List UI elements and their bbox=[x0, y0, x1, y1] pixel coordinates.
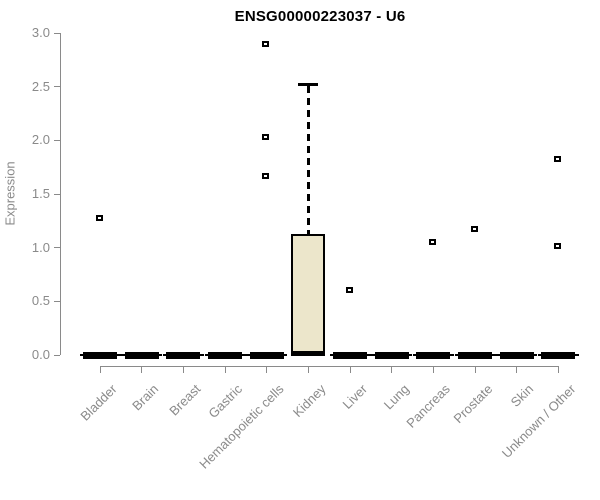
x-tick-label-gastric: Gastric bbox=[205, 381, 245, 422]
box-kidney-body bbox=[291, 233, 326, 355]
y-tick bbox=[54, 32, 60, 34]
box-hematopoietic-cells-body bbox=[249, 351, 284, 359]
x-tick bbox=[182, 366, 184, 373]
box-kidney-whisker-cap bbox=[298, 83, 319, 87]
box-lung-body bbox=[374, 351, 409, 359]
box-hematopoietic-cells-outlier-point-1 bbox=[262, 134, 270, 141]
x-tick-label-breast: Breast bbox=[166, 381, 204, 419]
box-breast-body bbox=[166, 351, 201, 359]
y-tick-label: 2.0 bbox=[31, 132, 50, 148]
x-tick-label-hematopoietic-cells: Hematopoietic cells bbox=[196, 381, 287, 472]
x-tick bbox=[474, 366, 476, 373]
box-hematopoietic-cells-outlier-point-0 bbox=[262, 172, 270, 179]
x-axis-line bbox=[99, 366, 559, 367]
x-tick bbox=[391, 366, 393, 373]
x-tick bbox=[99, 366, 101, 373]
box-skin-body bbox=[499, 351, 534, 359]
x-tick bbox=[557, 366, 559, 373]
box-gastric-body bbox=[208, 351, 242, 359]
y-tick bbox=[54, 247, 60, 249]
y-tick-label: 1.5 bbox=[31, 186, 50, 201]
y-tick bbox=[54, 139, 60, 141]
box-prostate-outlier-point-0 bbox=[470, 226, 478, 233]
x-tick-label-lung: Lung bbox=[380, 381, 412, 413]
x-tick bbox=[224, 366, 226, 373]
box-kidney-whisker bbox=[306, 85, 310, 234]
box-bladder-body bbox=[83, 351, 117, 359]
y-tick bbox=[54, 300, 60, 302]
y-tick bbox=[54, 86, 60, 88]
y-axis-line bbox=[60, 33, 61, 355]
x-tick-label-liver: Liver bbox=[339, 381, 370, 412]
box-pancreas-outlier-point-0 bbox=[428, 239, 436, 246]
x-tick bbox=[141, 366, 143, 373]
box-bladder-outlier-point-0 bbox=[95, 214, 103, 221]
x-tick-label-skin: Skin bbox=[508, 381, 537, 410]
x-tick bbox=[432, 366, 434, 373]
y-tick-label: 2.5 bbox=[31, 78, 50, 94]
x-tick-label-prostate: Prostate bbox=[450, 381, 495, 427]
x-tick bbox=[266, 366, 268, 373]
box-liver-body bbox=[333, 351, 368, 359]
y-tick-label: 1.0 bbox=[31, 239, 50, 255]
x-tick bbox=[516, 366, 518, 373]
y-tick-label: 0.5 bbox=[31, 293, 50, 309]
box-prostate-body bbox=[458, 351, 493, 359]
box-unknown-other-outlier-point-1 bbox=[553, 155, 561, 162]
box-unknown-other-body bbox=[541, 351, 576, 359]
box-unknown-other-outlier-point-0 bbox=[553, 242, 561, 249]
box-kidney-median bbox=[291, 350, 326, 356]
box-brain-body bbox=[124, 351, 159, 359]
x-tick bbox=[307, 366, 309, 373]
x-tick-label-brain: Brain bbox=[129, 381, 162, 414]
y-tick bbox=[54, 354, 60, 356]
box-pancreas-body bbox=[416, 351, 451, 359]
x-tick bbox=[349, 366, 351, 373]
y-tick-label: 3.0 bbox=[31, 25, 50, 40]
x-tick-label-pancreas: Pancreas bbox=[403, 381, 454, 431]
box-liver-outlier-point-0 bbox=[345, 286, 353, 293]
x-tick-label-bladder: Bladder bbox=[77, 381, 120, 424]
x-tick-label-kidney: Kidney bbox=[289, 381, 329, 421]
y-tick bbox=[54, 193, 60, 195]
chart-title: ENSG00000223037 - U6 bbox=[234, 8, 406, 25]
box-hematopoietic-cells-outlier-point-2 bbox=[262, 40, 270, 47]
y-tick-label: 0.0 bbox=[31, 347, 50, 362]
